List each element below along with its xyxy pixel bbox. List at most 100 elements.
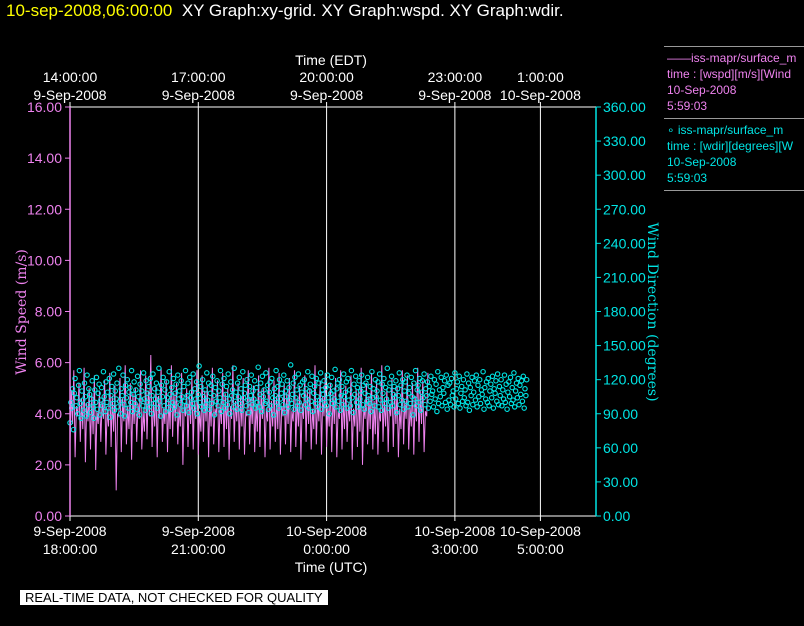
wind-direction-point	[416, 399, 422, 406]
wind-direction-point	[161, 403, 167, 409]
wind-direction-point	[374, 388, 380, 394]
wind-direction-point	[250, 388, 256, 394]
wind-direction-point	[217, 367, 224, 374]
wind-direction-point	[149, 392, 155, 399]
wind-direction-point	[238, 386, 244, 392]
wind-direction-point	[497, 392, 503, 399]
wind-direction-point	[305, 405, 312, 411]
wind-direction-point	[154, 405, 160, 411]
wind-direction-point	[434, 408, 440, 415]
axes	[65, 102, 601, 521]
wind-direction-point	[268, 403, 274, 409]
wind-direction-point	[272, 392, 279, 399]
wind-direction-point	[522, 386, 528, 392]
wind-direction-point	[331, 396, 338, 402]
wind-direction-point	[122, 382, 129, 389]
wind-direction-point	[243, 403, 249, 409]
wind-direction-point	[309, 373, 315, 380]
quality-notice: REAL-TIME DATA, NOT CHECKED FOR QUALITY	[20, 590, 328, 605]
wind-direction-point	[104, 399, 110, 406]
wind-direction-point	[377, 397, 384, 403]
wind-direction-point	[401, 388, 408, 394]
bottom-tick-label: 9-Sep-2008	[162, 523, 235, 539]
wind-direction-point	[378, 407, 385, 414]
wind-direction-point	[421, 371, 427, 377]
wind-direction-point	[156, 365, 162, 372]
wind-direction-point	[86, 386, 92, 392]
wind-direction-point	[493, 378, 499, 384]
wind-direction-point	[170, 375, 177, 382]
wind-direction-point	[435, 368, 441, 375]
wind-direction-point	[281, 409, 288, 416]
wind-direction-point	[405, 390, 412, 397]
wind-direction-point	[306, 388, 313, 394]
wind-direction-point	[356, 378, 362, 384]
bottom-tick-label: 10-Sep-2008	[500, 523, 581, 539]
wind-direction-point	[328, 374, 335, 381]
wind-direction-point	[462, 387, 468, 393]
grid-lines	[197, 107, 541, 516]
wind-direction-point	[180, 407, 186, 414]
wind-direction-point	[228, 379, 234, 385]
wind-direction-point	[345, 375, 351, 382]
wind-direction-point	[172, 390, 178, 397]
wind-direction-point	[216, 395, 223, 401]
wind-direction-point	[93, 374, 100, 381]
wind-direction-point	[464, 399, 471, 406]
wind-direction-point	[110, 371, 117, 377]
wind-direction-point	[72, 375, 78, 382]
wind-direction-point	[429, 391, 435, 398]
wind-direction-point	[102, 408, 108, 415]
wind-direction-point	[389, 403, 396, 409]
wind-direction-point	[216, 388, 222, 394]
wind-direction-point	[98, 384, 105, 391]
wind-direction-point	[370, 395, 376, 401]
wind-direction-point	[151, 386, 158, 392]
wind-direction-point	[139, 388, 145, 394]
wind-direction-point	[307, 381, 314, 387]
wind-direction-point	[346, 387, 353, 393]
wind-direction-point	[477, 400, 484, 407]
left-tick-label: 16.00	[27, 99, 62, 115]
wind-direction-point	[293, 387, 300, 393]
bottom-tick-label: 0:00:00	[303, 541, 350, 557]
legend-line: 5:59:03	[667, 171, 708, 185]
wind-direction-point	[301, 376, 308, 383]
legend-line: time : [wspd][m/s][Wind	[667, 67, 792, 81]
wind-direction-point	[98, 397, 104, 403]
wind-direction-point	[223, 383, 230, 390]
wind-direction-point	[480, 368, 486, 375]
wind-direction-point	[386, 387, 392, 393]
wind-direction-point	[85, 401, 91, 408]
wind-direction-point	[324, 372, 331, 378]
wind-direction-point	[158, 382, 165, 389]
wind-direction-point	[475, 382, 481, 389]
wind-direction-point	[82, 393, 89, 400]
wind-direction-point	[393, 409, 400, 416]
wind-direction-point	[263, 370, 269, 376]
wind-direction-point	[388, 373, 395, 380]
wind-direction-point	[275, 405, 282, 411]
wind-direction-point	[318, 406, 325, 412]
top-tick-label: 9-Sep-2008	[162, 87, 235, 103]
wind-direction-point	[80, 397, 86, 403]
wind-direction-point	[140, 370, 147, 376]
wind-direction-point	[428, 373, 434, 380]
wind-direction-point	[213, 398, 220, 405]
wind-direction-point	[364, 374, 371, 381]
wind-direction-point	[387, 380, 393, 386]
wind-direction-point	[308, 398, 314, 405]
wind-direction-point	[283, 393, 290, 400]
wind-direction-point	[285, 404, 291, 410]
wind-direction-point	[393, 378, 399, 384]
left-tick-label: 12.00	[27, 201, 62, 217]
wind-direction-point	[208, 382, 214, 389]
wind-direction-point	[75, 382, 82, 389]
wind-direction-point	[481, 406, 487, 412]
wind-direction-point	[521, 405, 527, 411]
wind-direction-point	[405, 404, 411, 410]
data-series	[67, 354, 530, 491]
wind-direction-point	[192, 396, 199, 402]
wind-direction-point	[222, 405, 228, 411]
wind-direction-point	[444, 406, 450, 412]
